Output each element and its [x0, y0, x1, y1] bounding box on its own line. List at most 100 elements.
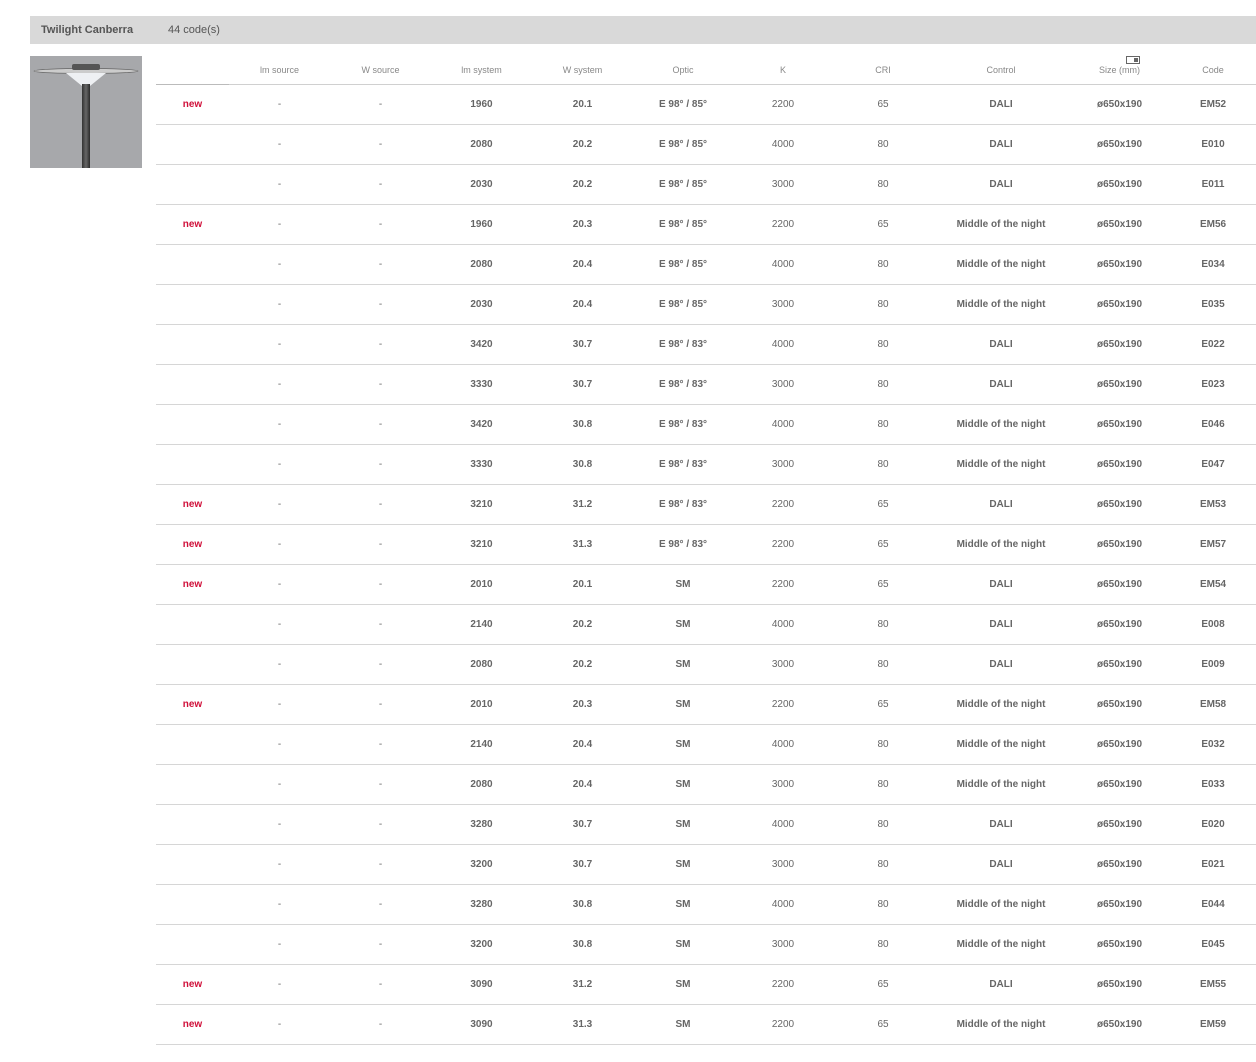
table-row[interactable]: new - -2010 20.1 SM 2200 65 DALI ø650x190 EM54 — [156, 564, 1256, 605]
cell-size: ø650x190 — [1069, 364, 1170, 405]
column-header-size: Size (mm) — [1069, 56, 1170, 85]
cell-cri: 80 — [833, 724, 933, 765]
table-row[interactable]: - -3330 30.7 E 98° / 83° 3000 80 DALI ø650x190 E… — [156, 364, 1256, 405]
table-row[interactable]: - -3280 30.7 SM 4000 80 DALI ø650x190 E020 — [156, 804, 1256, 845]
cell-k: 4000 — [733, 324, 833, 365]
column-header-status — [156, 56, 229, 85]
cell-status: new — [156, 684, 229, 725]
cell-cri: 65 — [833, 524, 933, 565]
cell-w-source: - — [330, 84, 431, 125]
cell-k: 2200 — [733, 204, 833, 245]
cell-w-system: 30.8 — [532, 884, 633, 925]
table-row[interactable]: - -3200 30.8 SM 3000 80 Middle of the night ø65… — [156, 924, 1256, 965]
cell-cri: 65 — [833, 1004, 933, 1045]
table-row[interactable]: - -3420 30.7 E 98° / 83° 4000 80 DALI ø650x190 E… — [156, 324, 1256, 365]
cell-w-source: - — [330, 284, 431, 325]
table-row[interactable]: - -2080 20.2 E 98° / 85° 4000 80 DALI ø650x190 E… — [156, 124, 1256, 165]
table-row[interactable]: new - -3090 31.3 SM 2200 65 Middle of the night… — [156, 1004, 1256, 1045]
cell-code: EM52 — [1170, 84, 1256, 125]
cell-w-source: - — [330, 484, 431, 525]
cell-size: ø650x190 — [1069, 84, 1170, 125]
cell-code: E035 — [1170, 284, 1256, 325]
cell-lm-system: 3200 — [431, 924, 532, 965]
cell-optic: SM — [633, 924, 733, 965]
cell-w-source: - — [330, 164, 431, 205]
table-row[interactable]: - -2140 20.4 SM 4000 80 Middle of the night ø65… — [156, 724, 1256, 765]
cell-cri: 80 — [833, 444, 933, 485]
table-row[interactable]: - -3200 30.7 SM 3000 80 DALI ø650x190 E021 — [156, 844, 1256, 885]
cell-cri: 80 — [833, 844, 933, 885]
table-row[interactable]: new - -3210 31.3 E 98° / 83° 2200 65 Middle of … — [156, 524, 1256, 565]
cell-cri: 80 — [833, 324, 933, 365]
cell-cri: 65 — [833, 684, 933, 725]
cell-status: new — [156, 204, 229, 245]
cell-control: DALI — [933, 844, 1069, 885]
cell-lm-system: 2010 — [431, 684, 532, 725]
cell-optic: SM — [633, 804, 733, 845]
cell-k: 3000 — [733, 844, 833, 885]
cell-lm-system: 2030 — [431, 284, 532, 325]
table-row[interactable]: - -2030 20.4 E 98° / 85° 3000 80 Middle of the… — [156, 284, 1256, 325]
cell-cri: 65 — [833, 204, 933, 245]
cell-w-source: - — [330, 324, 431, 365]
cell-k: 3000 — [733, 164, 833, 205]
cell-control: DALI — [933, 964, 1069, 1005]
cell-optic: E 98° / 85° — [633, 164, 733, 205]
cell-cri: 65 — [833, 564, 933, 605]
cell-optic: SM — [633, 604, 733, 645]
cell-lm-system: 1960 — [431, 84, 532, 125]
cell-lm-system: 3330 — [431, 444, 532, 485]
product-image — [30, 56, 142, 168]
cell-control: Middle of the night — [933, 1004, 1069, 1045]
cell-lm-system: 1960 — [431, 204, 532, 245]
cell-control: Middle of the night — [933, 524, 1069, 565]
cell-status: new — [156, 524, 229, 565]
cell-size: ø650x190 — [1069, 404, 1170, 445]
cell-w-source: - — [330, 804, 431, 845]
cell-w-system: 20.2 — [532, 124, 633, 165]
cell-w-system: 30.7 — [532, 324, 633, 365]
cell-code: E021 — [1170, 844, 1256, 885]
table-row[interactable]: - -3420 30.8 E 98° / 83° 4000 80 Middle of the… — [156, 404, 1256, 445]
cell-control: Middle of the night — [933, 884, 1069, 925]
cell-w-system: 31.2 — [532, 484, 633, 525]
table-row[interactable]: new - -3210 31.2 E 98° / 83° 2200 65 DALI ø650x1… — [156, 484, 1256, 525]
cell-size: ø650x190 — [1069, 244, 1170, 285]
table-row[interactable]: new - -3090 31.2 SM 2200 65 DALI ø650x190 EM55 — [156, 964, 1256, 1005]
cell-status — [156, 644, 229, 685]
cell-status — [156, 244, 229, 285]
cell-cri: 80 — [833, 644, 933, 685]
cell-control: Middle of the night — [933, 404, 1069, 445]
cell-w-source: - — [330, 884, 431, 925]
table-row[interactable]: - -2140 20.2 SM 4000 80 DALI ø650x190 E008 — [156, 604, 1256, 645]
cell-control: Middle of the night — [933, 724, 1069, 765]
table-row[interactable]: - -2080 20.2 SM 3000 80 DALI ø650x190 E009 — [156, 644, 1256, 685]
cell-k: 4000 — [733, 604, 833, 645]
cell-control: DALI — [933, 604, 1069, 645]
table-row[interactable]: - -3330 30.8 E 98° / 83° 3000 80 Middle of the… — [156, 444, 1256, 485]
cell-k: 4000 — [733, 404, 833, 445]
table-row[interactable]: - -3280 30.8 SM 4000 80 Middle of the night ø65… — [156, 884, 1256, 925]
table-row[interactable]: new - -1960 20.3 E 98° / 85° 2200 65 Middle of … — [156, 204, 1256, 245]
cell-k: 4000 — [733, 804, 833, 845]
cell-cri: 80 — [833, 164, 933, 205]
cell-w-source: - — [330, 604, 431, 645]
table-row[interactable]: new - -1960 20.1 E 98° / 85° 2200 65 DALI ø650x1… — [156, 84, 1256, 125]
cell-w-source: - — [330, 524, 431, 565]
cell-control: Middle of the night — [933, 244, 1069, 285]
cell-status: new — [156, 84, 229, 125]
cell-optic: SM — [633, 844, 733, 885]
table-row[interactable]: new - -2010 20.3 SM 2200 65 Middle of the night… — [156, 684, 1256, 725]
cell-w-system: 20.2 — [532, 164, 633, 205]
cell-lm-source: - — [229, 124, 330, 165]
cell-size: ø650x190 — [1069, 1004, 1170, 1045]
product-codes-table: lm source W source lm system W system Optic K… — [156, 56, 1256, 1045]
column-header-lm-source: lm source — [229, 56, 330, 85]
cell-lm-system: 3280 — [431, 804, 532, 845]
table-row[interactable]: - -2080 20.4 E 98° / 85° 4000 80 Middle of the… — [156, 244, 1256, 285]
table-row[interactable]: - -2080 20.4 SM 3000 80 Middle of the night ø65… — [156, 764, 1256, 805]
table-row[interactable]: - -2030 20.2 E 98° / 85° 3000 80 DALI ø650x190 E… — [156, 164, 1256, 205]
cell-control: DALI — [933, 124, 1069, 165]
cell-w-system: 20.2 — [532, 604, 633, 645]
cell-status — [156, 324, 229, 365]
